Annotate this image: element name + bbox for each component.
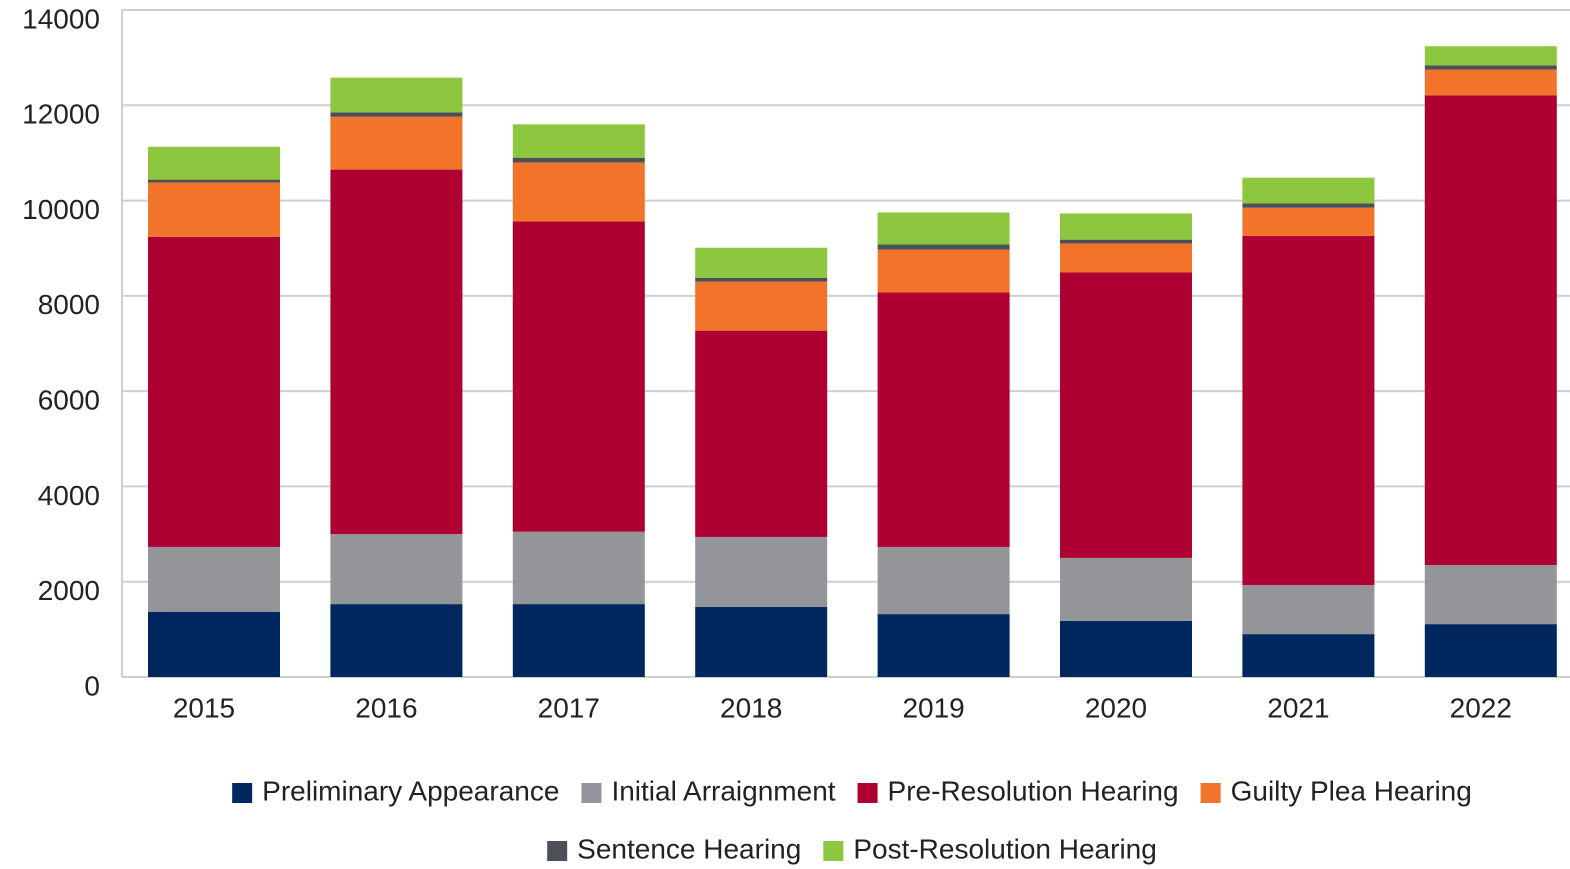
y-tick-label: 2000 bbox=[38, 575, 100, 606]
x-tick-label: 2016 bbox=[355, 692, 417, 723]
bar-segment bbox=[877, 244, 1010, 250]
y-tick-label: 6000 bbox=[38, 385, 100, 416]
bar-segment bbox=[512, 604, 645, 677]
legend-swatch bbox=[232, 783, 253, 803]
y-tick-label: 12000 bbox=[22, 99, 100, 130]
bar-segment bbox=[148, 236, 280, 547]
bar-segment bbox=[330, 112, 463, 117]
bar-segment bbox=[148, 179, 280, 183]
bar-segment bbox=[877, 249, 1010, 293]
bar-segment bbox=[1242, 203, 1375, 208]
legend-label: Sentence Hearing bbox=[577, 833, 801, 864]
x-tick-label: 2019 bbox=[902, 692, 964, 723]
legend-swatch bbox=[1200, 783, 1221, 803]
legend-swatch bbox=[547, 841, 568, 861]
bar-segment bbox=[695, 606, 828, 677]
bar-segment bbox=[148, 182, 280, 237]
legend-swatch bbox=[823, 841, 844, 861]
y-tick-label: 8000 bbox=[38, 289, 100, 320]
bar-segment bbox=[877, 546, 1010, 615]
bar-segment bbox=[330, 169, 463, 535]
bar-segment bbox=[1424, 95, 1557, 566]
bar-segment bbox=[148, 546, 280, 612]
y-tick-label: 4000 bbox=[38, 480, 100, 511]
bar-segment bbox=[877, 212, 1010, 245]
bar-segment bbox=[1424, 46, 1557, 66]
y-tick-label: 14000 bbox=[22, 3, 100, 34]
bar-segment bbox=[1060, 243, 1192, 273]
bar-segment bbox=[1060, 213, 1192, 240]
y-tick-label: 10000 bbox=[22, 194, 100, 225]
legend-label: Post-Resolution Hearing bbox=[853, 833, 1157, 864]
bar-segment bbox=[695, 247, 828, 278]
y-tick-label: 0 bbox=[84, 670, 100, 701]
bar-segment bbox=[330, 77, 463, 113]
bar-segment bbox=[1424, 565, 1557, 625]
legend-label: Initial Arraignment bbox=[611, 775, 835, 806]
bar-segment bbox=[1242, 235, 1375, 586]
bar-segment bbox=[695, 330, 828, 537]
bar-segment bbox=[1060, 239, 1192, 244]
bar-segment bbox=[1424, 624, 1557, 677]
x-tick-label: 2018 bbox=[720, 692, 782, 723]
bar-segment bbox=[1242, 177, 1375, 204]
bar-segment bbox=[1242, 585, 1375, 635]
bar-segment bbox=[330, 534, 463, 605]
x-tick-label: 2017 bbox=[538, 692, 600, 723]
x-tick-label: 2020 bbox=[1085, 692, 1147, 723]
x-tick-label: 2022 bbox=[1450, 692, 1512, 723]
bar-segment bbox=[877, 614, 1010, 677]
bar-segment bbox=[695, 277, 828, 282]
legend-swatch bbox=[581, 783, 602, 803]
bar-segment bbox=[512, 531, 645, 605]
legend-swatch bbox=[857, 783, 878, 803]
legend-label: Pre-Resolution Hearing bbox=[888, 775, 1179, 806]
bar-segment bbox=[1060, 557, 1192, 621]
bar-segment bbox=[1424, 69, 1557, 96]
bar-segment bbox=[330, 604, 463, 677]
bar-segment bbox=[1242, 207, 1375, 236]
bar-segment bbox=[695, 536, 828, 607]
bar-segment bbox=[148, 146, 280, 180]
x-tick-label: 2021 bbox=[1267, 692, 1329, 723]
bar-segment bbox=[1060, 620, 1192, 677]
bar-segment bbox=[512, 162, 645, 222]
legend-label: Preliminary Appearance bbox=[262, 775, 559, 806]
bar-segment bbox=[512, 157, 645, 163]
bar-segment bbox=[877, 292, 1010, 547]
bar-segment bbox=[512, 124, 645, 158]
legend-label: Guilty Plea Hearing bbox=[1231, 775, 1472, 806]
bar-segment bbox=[330, 116, 463, 170]
bar-segment bbox=[695, 281, 828, 331]
bar-segment bbox=[1060, 272, 1192, 558]
bar-segment bbox=[1424, 65, 1557, 70]
x-tick-label: 2015 bbox=[173, 692, 235, 723]
bar-segment bbox=[1242, 634, 1375, 677]
bar-segment bbox=[148, 611, 280, 677]
bar-segment bbox=[512, 221, 645, 532]
